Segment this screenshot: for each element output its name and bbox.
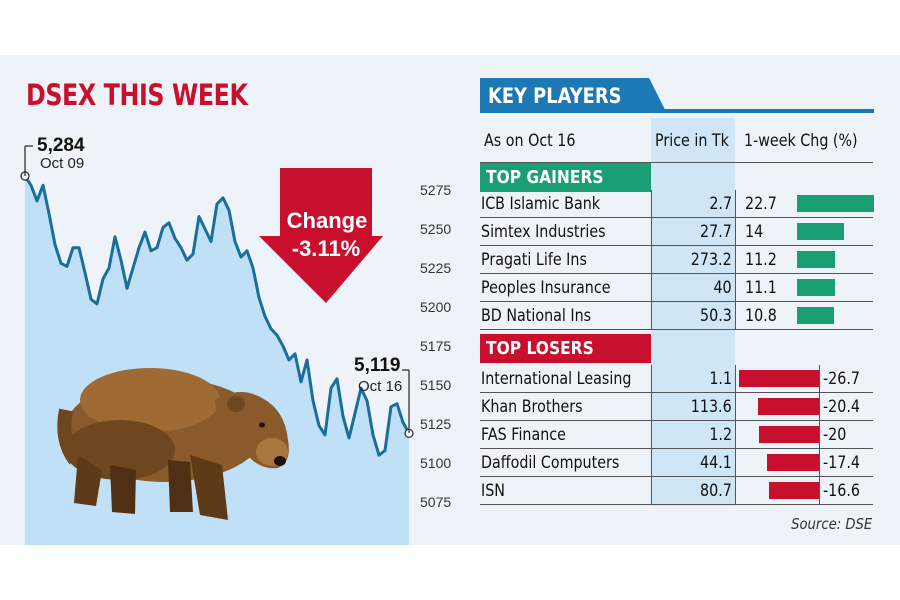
row-divider (480, 217, 873, 218)
row-divider (480, 448, 873, 449)
gain-bar (797, 251, 835, 268)
column-divider (651, 365, 652, 505)
change-label: Change (287, 208, 368, 233)
y-tick-label: 5275 (420, 182, 451, 198)
company-name: International Leasing (481, 369, 632, 389)
company-name: ISN (481, 481, 505, 501)
change-cell: 11.2 (745, 250, 777, 270)
y-tick-label: 5175 (420, 338, 451, 354)
company-name: Simtex Industries (481, 222, 606, 242)
price-column-header: Price in Tk (655, 131, 729, 151)
y-tick-label: 5125 (420, 416, 451, 432)
gain-bar (797, 223, 844, 240)
key-players-header (480, 78, 874, 113)
chart-title: DSEX THIS WEEK (26, 78, 248, 112)
change-cell: 10.8 (745, 306, 777, 326)
change-cell: 14 (745, 222, 764, 242)
change-cell: -16.6 (823, 481, 860, 501)
y-tick-label: 5225 (420, 260, 451, 276)
column-divider (651, 190, 652, 330)
change-cell: -26.7 (823, 369, 860, 389)
company-name: Daffodil Computers (481, 453, 620, 473)
row-divider (480, 420, 873, 421)
price-cell: 1.1 (709, 369, 732, 389)
loss-bar (769, 482, 819, 499)
start-value-label: 5,284 (37, 135, 85, 156)
price-cell: 27.7 (700, 222, 732, 242)
company-name: Khan Brothers (481, 397, 583, 417)
end-value-label: 5,119 (354, 355, 401, 376)
top-gainers-label: TOP GAINERS (486, 167, 604, 188)
row-divider (480, 504, 873, 505)
y-tick-label: 5200 (420, 299, 451, 315)
y-tick-label: 5100 (420, 455, 451, 471)
loss-bar (758, 398, 819, 415)
gain-bar (797, 307, 834, 324)
start-date-label: Oct 09 (40, 155, 84, 172)
change-column-header: 1-week Chg (%) (744, 131, 858, 151)
change-value: -3.11% (292, 236, 361, 261)
change-cell: 11.1 (745, 278, 777, 298)
loss-bar (759, 426, 819, 443)
price-cell: 44.1 (700, 453, 732, 473)
loss-bar (739, 370, 819, 387)
company-name: FAS Finance (481, 425, 566, 445)
bear-illustration (57, 368, 289, 520)
price-cell: 2.7 (709, 194, 732, 214)
y-tick-label: 5250 (420, 221, 451, 237)
price-cell: 40 (713, 278, 732, 298)
price-column-background (651, 118, 735, 506)
top-losers-label: TOP LOSERS (486, 338, 594, 359)
key-players-title: KEY PLAYERS (488, 84, 622, 108)
change-arrow-icon (259, 168, 383, 303)
top-gainers-header: TOP GAINERS (480, 163, 651, 192)
end-date-label: Oct 16 (358, 378, 402, 395)
gain-bar (797, 279, 835, 296)
header-rule (480, 162, 873, 163)
source-note: Source: DSE (790, 515, 872, 533)
price-cell: 113.6 (691, 397, 732, 417)
top-losers-header: TOP LOSERS (480, 334, 651, 363)
change-cell: -17.4 (823, 453, 860, 473)
as-on-date: As on Oct 16 (484, 131, 576, 151)
y-tick-label: 5150 (420, 377, 451, 393)
column-divider (735, 365, 736, 505)
column-divider (819, 365, 820, 505)
row-divider (480, 245, 873, 246)
price-cell: 80.7 (700, 481, 732, 501)
row-divider (480, 301, 873, 302)
company-name: Pragati Life Ins (481, 250, 587, 270)
change-cell: -20.4 (823, 397, 860, 417)
row-divider (480, 476, 873, 477)
change-cell: -20 (823, 425, 847, 445)
row-divider (480, 273, 873, 274)
company-name: BD National Ins (481, 306, 592, 326)
company-name: Peoples Insurance (481, 278, 611, 298)
row-divider (480, 392, 873, 393)
column-divider (735, 190, 736, 330)
price-cell: 273.2 (691, 250, 732, 270)
change-cell: 22.7 (745, 194, 777, 214)
series-line (23, 175, 411, 457)
price-cell: 1.2 (709, 425, 732, 445)
row-divider (480, 329, 873, 330)
y-tick-label: 5075 (420, 494, 451, 510)
loss-bar (767, 454, 819, 471)
price-cell: 50.3 (700, 306, 732, 326)
gain-bar (797, 195, 874, 212)
company-name: ICB Islamic Bank (481, 194, 601, 214)
